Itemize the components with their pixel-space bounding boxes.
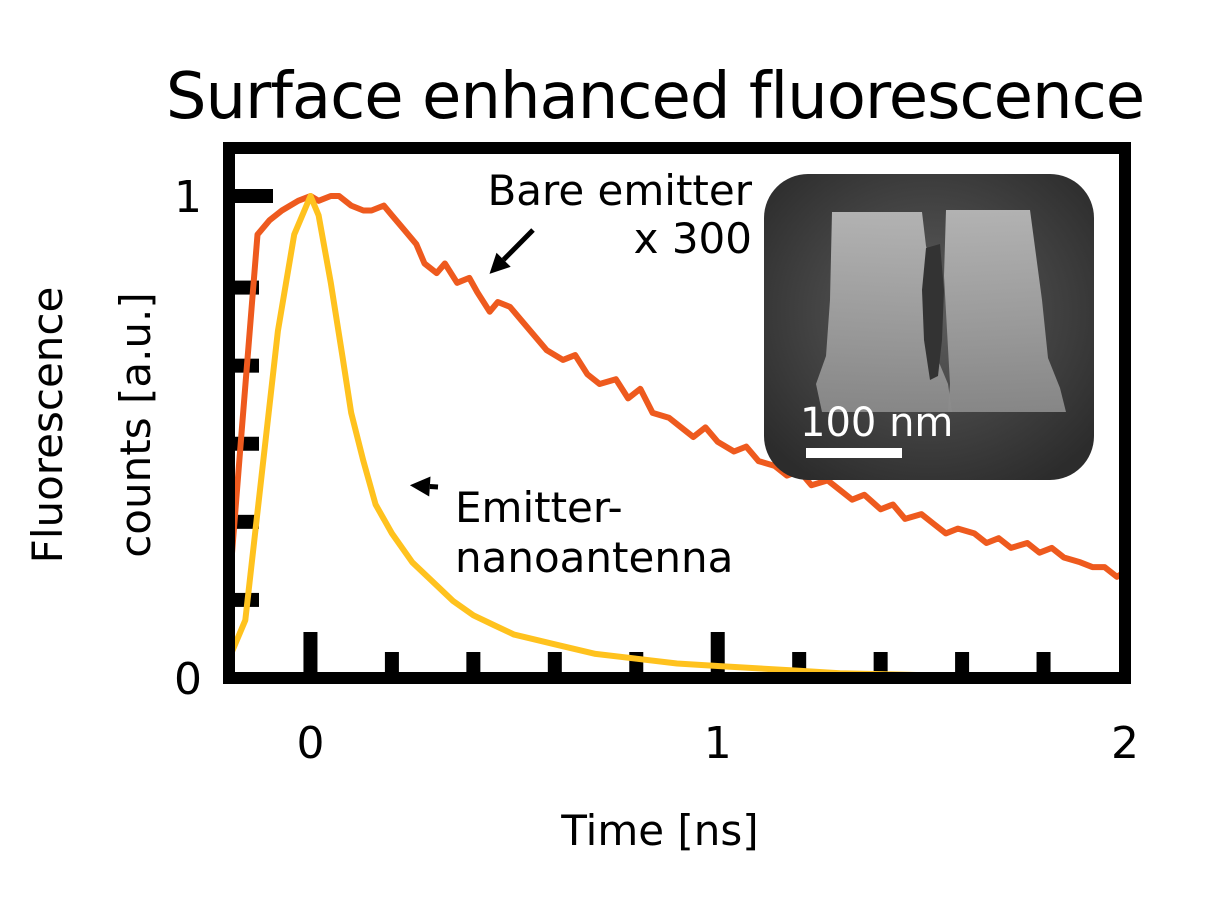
y-axis-label-line-1: Fluorescence — [23, 287, 72, 564]
x-tick-labels: 0 1 2 — [296, 718, 1139, 769]
annotation-arrow-head — [409, 476, 431, 497]
nanostructure-right-arm — [944, 210, 1066, 412]
annotation-text: x 300 — [634, 214, 752, 263]
nanostructure-gap — [922, 244, 944, 380]
y-minor-tick — [229, 592, 259, 607]
annotation-text: Emitter- — [455, 483, 623, 532]
x-tick-label: 1 — [704, 718, 732, 769]
annotation-text: nanoantenna — [455, 533, 733, 582]
y-major-tick — [229, 189, 273, 203]
y-tick-labels: 01 — [174, 172, 202, 705]
y-axis-label-line-2: counts [a.u.] — [111, 292, 160, 558]
x-tick-label: 2 — [1111, 718, 1139, 769]
y-tick-label: 0 — [174, 654, 202, 705]
y-tick-label: 1 — [174, 172, 202, 223]
x-minor-tick — [1036, 652, 1051, 678]
chart-title: Surface enhanced fluorescence — [166, 60, 1144, 134]
annotation-text: Bare emitter — [487, 166, 752, 215]
x-minor-tick — [466, 652, 481, 678]
scale-bar-label: 100 nm — [800, 400, 953, 446]
x-minor-tick — [955, 652, 970, 678]
y-minor-tick — [229, 436, 259, 451]
x-minor-tick — [710, 632, 725, 678]
annotation-arrow-shaft — [501, 228, 535, 262]
x-minor-tick — [547, 652, 562, 678]
x-minor-tick — [303, 632, 318, 678]
x-tick-label: 0 — [296, 718, 324, 769]
x-axis-label: Time [ns] — [560, 806, 758, 855]
x-minor-tick — [384, 652, 399, 678]
sem-inset-image: 100 nm — [764, 174, 1094, 480]
series-line-0 — [226, 193, 1128, 595]
scale-bar — [806, 448, 902, 458]
annotation-arrow-head — [489, 252, 511, 274]
plot-frame — [223, 142, 1131, 684]
nanostructure-left-arm — [816, 212, 952, 412]
annotation-arrow-shaft — [429, 483, 439, 490]
